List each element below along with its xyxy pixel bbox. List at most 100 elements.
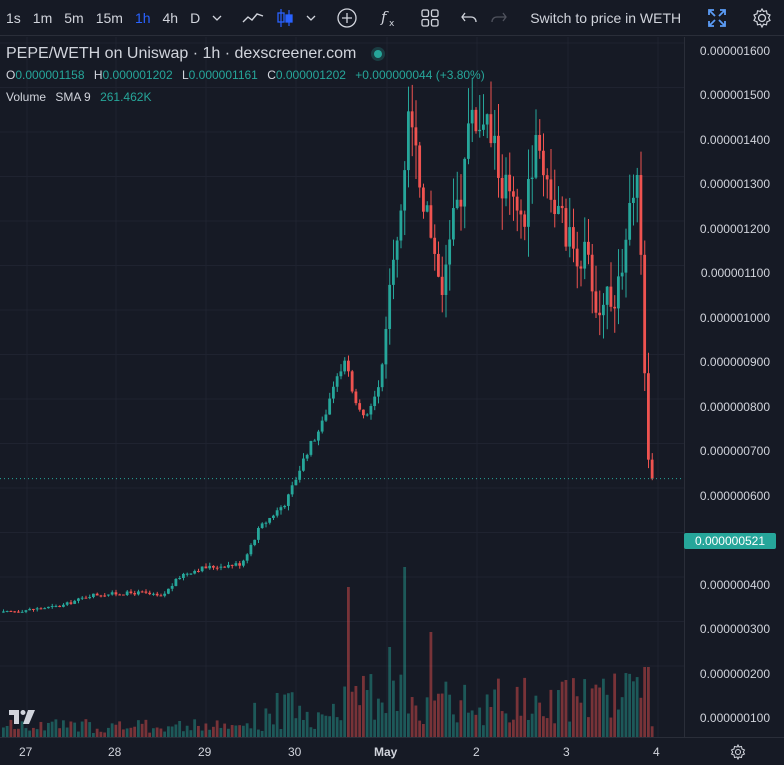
candle-body: [65, 602, 69, 605]
volume-bar: [219, 727, 223, 737]
candle-body: [350, 371, 354, 392]
volume-bar: [140, 723, 144, 737]
candle-body: [433, 237, 437, 254]
volume-bar: [69, 721, 73, 737]
fullscreen-icon[interactable]: [697, 0, 737, 36]
add-indicator-icon[interactable]: [330, 0, 364, 36]
open-value: 0.000001158: [15, 68, 85, 82]
volume-bar: [35, 729, 39, 737]
volume-bar: [122, 729, 125, 737]
volume-bar: [39, 721, 43, 737]
price-tick: 0.000000300: [699, 622, 770, 636]
symbol-title[interactable]: PEPE/WETH on Uniswap · 1h · dexscreener.…: [6, 45, 357, 62]
candle-body: [410, 111, 414, 128]
candle-body: [628, 202, 632, 240]
candle-body: [167, 588, 170, 594]
volume-bar: [523, 677, 527, 737]
candle-body: [650, 459, 654, 479]
candle-body: [328, 398, 332, 415]
time-label: 29: [198, 745, 212, 759]
candle-body: [155, 593, 159, 596]
candle-body: [253, 539, 257, 545]
settings-gear-icon[interactable]: [745, 0, 779, 36]
timeframe-5m[interactable]: 5m: [64, 9, 84, 26]
candles-chart-icon[interactable]: [270, 0, 300, 36]
candlestick-chart[interactable]: [0, 37, 684, 737]
volume-bar: [602, 678, 605, 737]
layout-grid-icon[interactable]: [414, 0, 446, 36]
volume-bar: [287, 693, 290, 737]
price-axis[interactable]: 0.000001600 0.000001500 0.000001400 0.00…: [684, 37, 784, 737]
candle-body: [230, 564, 234, 566]
volume-bar: [80, 721, 84, 737]
timeframe-15m[interactable]: 15m: [95, 9, 123, 26]
candle-body: [339, 371, 343, 377]
volume-bar: [309, 727, 313, 737]
candle-body: [515, 196, 519, 211]
volume-bar: [54, 719, 58, 737]
volume-bar: [159, 728, 163, 737]
candle-body: [159, 595, 163, 597]
volume-bar: [114, 724, 118, 737]
candle-body: [174, 579, 178, 586]
redo-icon[interactable]: [484, 0, 514, 36]
candle-body: [148, 592, 152, 595]
volume-bar: [369, 674, 373, 737]
candle-body: [140, 591, 144, 593]
candle-body: [324, 414, 328, 421]
price-tick: 0.000000400: [699, 578, 770, 592]
volume-bar: [339, 720, 343, 737]
volume-bar: [208, 729, 212, 737]
volume-bar: [508, 722, 512, 737]
chart-legend: PEPE/WETH on Uniswap · 1h · dexscreener.…: [6, 44, 491, 106]
timeframe-1s[interactable]: 1s: [6, 9, 21, 26]
close-label: C: [267, 68, 276, 82]
axis-settings-gear-icon[interactable]: [730, 743, 746, 765]
timeframe-dropdown-icon[interactable]: [206, 0, 228, 36]
volume-bar: [2, 727, 5, 737]
undo-icon[interactable]: [454, 0, 484, 36]
switch-price-button[interactable]: Switch to price in WETH: [530, 9, 682, 26]
tradingview-logo-icon[interactable]: [8, 706, 36, 726]
candle-body: [564, 208, 568, 247]
timeframe-d[interactable]: D: [190, 9, 201, 26]
screenshot-camera-icon[interactable]: [779, 0, 784, 36]
line-chart-icon[interactable]: [236, 0, 270, 36]
candle-body: [189, 573, 193, 575]
candle-body: [39, 608, 43, 610]
volume-bar: [185, 725, 189, 737]
volume-bar: [95, 728, 99, 737]
volume-bar: [399, 674, 403, 737]
candle-body: [9, 610, 13, 612]
candle-body: [227, 564, 230, 568]
sma-label: SMA 9: [55, 90, 91, 104]
volume-bar: [538, 702, 542, 737]
candle-body: [69, 602, 73, 604]
time-axis[interactable]: 27 28 29 30 May 2 3 4: [0, 737, 784, 765]
low-label: L: [181, 68, 189, 82]
candle-body: [362, 409, 365, 416]
close-value: 0.000001202: [275, 68, 346, 82]
volume-bar: [182, 731, 185, 737]
volume-bar: [133, 726, 137, 737]
timeframe-4h[interactable]: 4h: [162, 9, 179, 26]
candle-body: [384, 328, 388, 365]
candle-body: [118, 594, 122, 596]
candle-body: [373, 396, 377, 407]
chart-pane[interactable]: [0, 37, 684, 737]
volume-bar: [609, 717, 613, 737]
volume-bar: [242, 725, 245, 737]
candle-body: [493, 135, 497, 144]
candle-body: [17, 611, 20, 613]
price-tick: 0.000001600: [699, 44, 770, 58]
volume-bar: [84, 719, 88, 737]
timeframe-1h[interactable]: 1h: [134, 9, 151, 26]
volume-bar: [564, 679, 568, 737]
chart-type-dropdown-icon[interactable]: [300, 0, 322, 36]
volume-bar: [347, 587, 350, 737]
volume-label[interactable]: Volume: [6, 90, 47, 104]
timeframe-1m[interactable]: 1m: [32, 9, 53, 26]
candle-body: [399, 210, 403, 241]
candle-body: [620, 272, 624, 277]
